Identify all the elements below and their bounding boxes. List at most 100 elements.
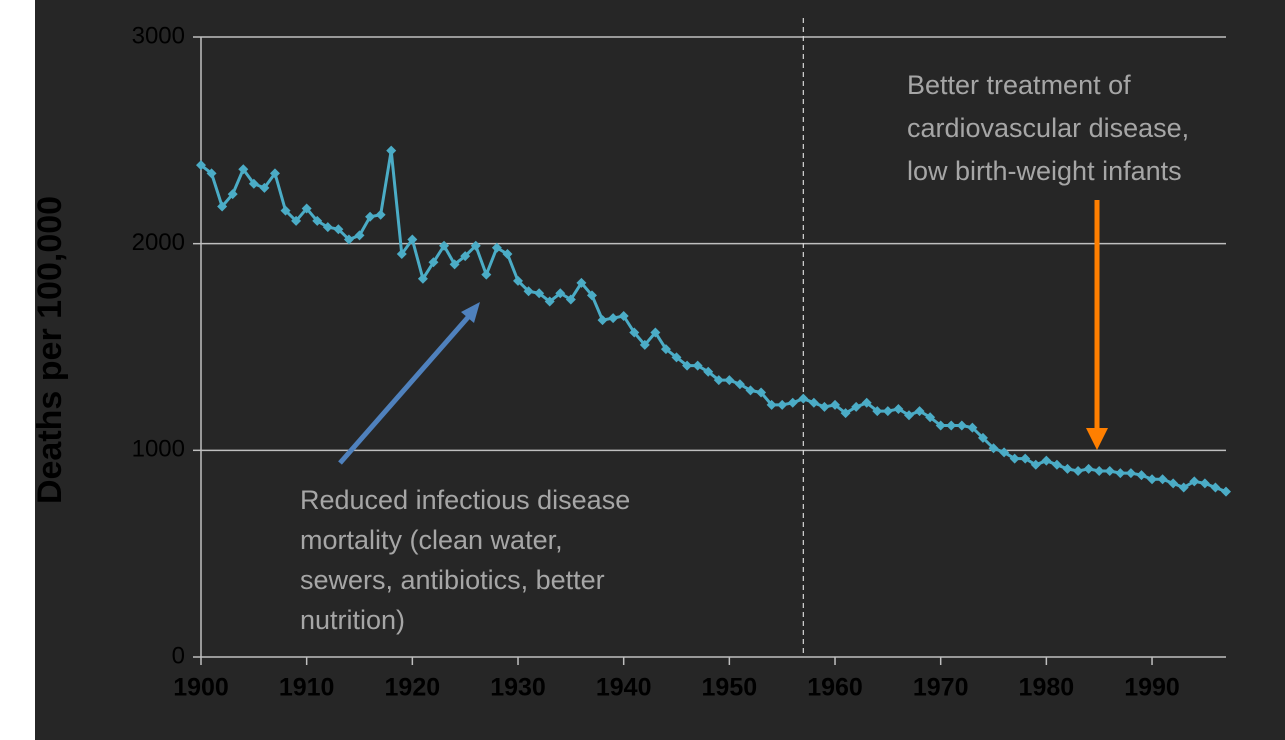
point-marker <box>1178 482 1189 493</box>
point-marker <box>1051 459 1062 470</box>
point-marker <box>544 296 555 307</box>
y-tick-label: 2000 <box>132 229 185 256</box>
point-marker <box>903 410 914 421</box>
point-marker <box>1210 482 1221 493</box>
point-marker <box>1094 466 1105 476</box>
point-marker <box>481 269 492 280</box>
x-tick-label: 1970 <box>913 674 969 702</box>
point-marker <box>692 360 703 371</box>
point-marker <box>259 182 270 193</box>
point-marker <box>217 201 228 212</box>
point-marker <box>291 215 302 226</box>
plot-area: 0 1000 2000 3000 1900 1910 1920 1930 1940 1950 196… <box>132 18 1231 702</box>
point-marker <box>650 327 661 338</box>
x-tick-label: 1960 <box>807 674 863 702</box>
point-marker <box>576 277 587 288</box>
annotation-arrowhead <box>1086 428 1108 450</box>
point-marker <box>417 273 428 284</box>
point-marker <box>586 290 597 301</box>
point-marker <box>449 259 460 270</box>
point-marker <box>872 406 883 417</box>
x-tick-label: 1920 <box>385 674 441 702</box>
annotation-arrowhead <box>461 302 480 323</box>
point-marker <box>1020 453 1031 464</box>
point-marker <box>861 397 872 408</box>
x-tick-label: 1950 <box>702 674 758 702</box>
annotation-text: sewers, antibiotics, better <box>300 565 605 595</box>
point-marker <box>1125 468 1136 479</box>
annotation-text: cardiovascular disease, <box>907 113 1189 143</box>
annotation-text: Better treatment of <box>907 70 1131 100</box>
point-marker <box>1221 486 1231 497</box>
point-marker <box>808 397 819 408</box>
point-marker <box>1009 453 1020 464</box>
point-marker <box>956 420 967 431</box>
point-marker <box>977 432 988 443</box>
point-marker <box>629 327 640 338</box>
y-axis-title: Deaths per 100,000 <box>31 196 69 504</box>
point-marker <box>935 420 946 431</box>
annotation-text: Reduced infectious disease <box>300 485 630 515</box>
point-marker <box>513 275 524 286</box>
point-marker <box>407 234 418 245</box>
point-marker <box>1136 470 1147 481</box>
point-marker <box>999 447 1010 458</box>
point-marker <box>196 160 206 171</box>
point-marker <box>713 375 724 386</box>
point-marker <box>280 205 291 216</box>
point-marker <box>375 209 386 220</box>
point-marker <box>555 288 566 299</box>
point-marker <box>925 412 936 423</box>
point-marker <box>523 286 534 297</box>
point-marker <box>745 385 756 396</box>
point-marker <box>597 315 608 326</box>
point-marker <box>428 257 439 268</box>
point-marker <box>671 352 682 363</box>
point-marker <box>1083 463 1094 474</box>
point-marker <box>766 399 777 410</box>
point-marker <box>1115 468 1126 479</box>
point-marker <box>269 168 280 179</box>
point-marker <box>724 375 735 386</box>
point-marker <box>206 168 217 179</box>
point-marker <box>639 339 650 350</box>
point-marker <box>1199 478 1210 489</box>
point-marker <box>365 211 376 222</box>
x-tick-label: 1990 <box>1124 674 1180 702</box>
point-marker <box>248 178 259 189</box>
point-marker <box>470 240 481 251</box>
point-marker <box>460 251 471 262</box>
point-marker <box>914 406 925 417</box>
x-tick-label: 1930 <box>490 674 546 702</box>
point-marker <box>851 401 862 412</box>
point-marker <box>608 313 619 324</box>
point-marker <box>439 240 450 251</box>
point-marker <box>798 393 809 404</box>
point-marker <box>660 344 671 355</box>
point-marker <box>1157 474 1168 485</box>
point-marker <box>343 234 354 245</box>
point-marker <box>703 366 714 377</box>
annotation-text: nutrition) <box>300 605 405 635</box>
point-marker <box>502 249 513 259</box>
y-tick-label: 3000 <box>132 22 185 49</box>
point-marker <box>396 249 407 259</box>
x-tick-label: 1940 <box>596 674 652 702</box>
point-marker <box>227 189 238 200</box>
point-marker <box>1030 459 1041 470</box>
point-marker <box>830 399 841 410</box>
y-tick-label: 1000 <box>132 436 185 463</box>
point-marker <box>238 164 249 175</box>
point-marker <box>565 294 576 305</box>
y-tick-label: 0 <box>172 642 185 669</box>
point-marker <box>967 422 978 433</box>
point-marker <box>386 145 397 156</box>
point-marker <box>682 360 693 371</box>
point-marker <box>618 311 629 321</box>
x-tick-label: 1900 <box>173 674 229 702</box>
annotation-text: mortality (clean water, <box>300 525 563 555</box>
point-marker <box>1147 474 1158 485</box>
point-marker <box>534 288 545 299</box>
point-marker <box>354 230 365 241</box>
